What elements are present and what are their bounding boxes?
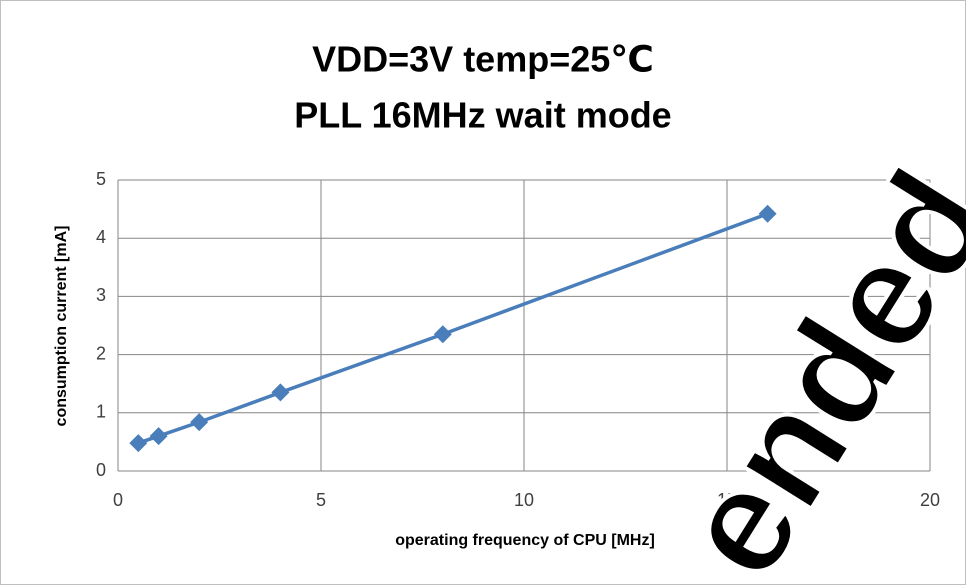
y-tick-label: 4 [96, 227, 106, 247]
series-line [137, 212, 769, 445]
chart-title: VDD=3V temp=25℃ [312, 39, 654, 80]
y-tick-label: 2 [96, 343, 106, 363]
y-tick-label: 3 [96, 285, 106, 305]
y-tick-label: 0 [96, 460, 106, 480]
x-axis-label: operating frequency of CPU [MHz] [395, 532, 655, 549]
data-point [149, 427, 168, 446]
watermark: ended [646, 142, 966, 585]
x-tick-label: 15 [717, 490, 737, 510]
x-tick-label: 0 [113, 490, 123, 510]
x-tick-label: 5 [316, 490, 326, 510]
y-tick-label: 5 [96, 169, 106, 189]
x-tick-label: 20 [920, 490, 940, 510]
data-point [758, 204, 777, 223]
y-tick-label: 1 [96, 402, 106, 422]
chart-title: PLL 16MHz wait mode [294, 95, 671, 136]
data-point [433, 325, 452, 344]
data-point [129, 434, 148, 453]
x-tick-label: 10 [514, 490, 534, 510]
y-axis-label: consumption current [mA] [53, 226, 70, 427]
data-point [190, 413, 209, 432]
data-point [271, 383, 290, 402]
